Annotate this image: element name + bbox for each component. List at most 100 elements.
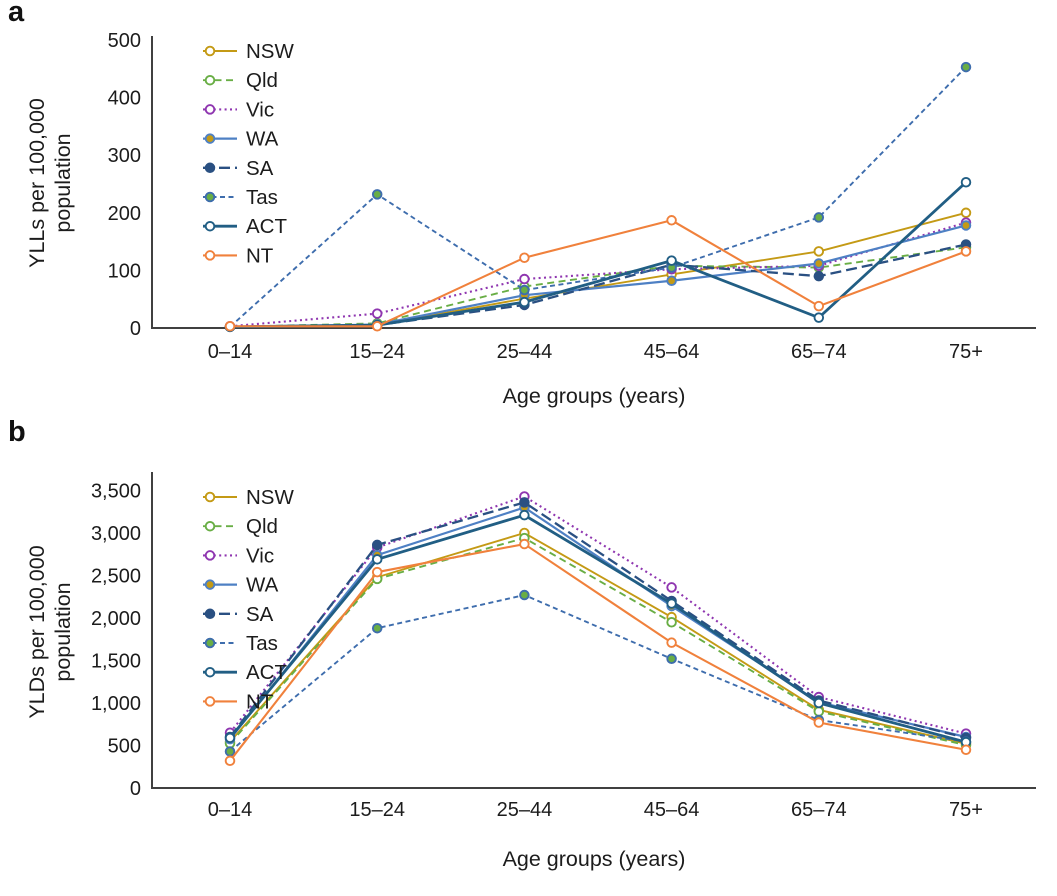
legend-swatch-marker bbox=[204, 191, 216, 203]
legend-item-wa: WA bbox=[203, 574, 279, 597]
legend-item-wa: WA bbox=[203, 128, 279, 151]
series-tas-marker bbox=[519, 284, 530, 296]
y-tick-label: 200 bbox=[108, 203, 141, 225]
y-tick-label: 100 bbox=[108, 260, 141, 282]
legend-item-sa: SA bbox=[203, 603, 274, 626]
series-vic-marker bbox=[519, 273, 530, 285]
series-nt-marker bbox=[371, 566, 383, 578]
x-tick-label: 45–64 bbox=[644, 341, 700, 363]
series-nt-marker bbox=[813, 300, 825, 312]
x-tick-label: 45–64 bbox=[644, 799, 700, 821]
panel-a: a 0 100 200 300 400 500 0–14 15–24 25–44 45–64 65–… bbox=[0, 0, 1057, 420]
series-tas-marker bbox=[960, 61, 972, 73]
legend-item-nt: NT bbox=[203, 244, 274, 267]
x-tick-label: 25–44 bbox=[497, 799, 553, 821]
legend-swatch-marker bbox=[204, 162, 216, 174]
y-tick-label: 2,500 bbox=[91, 566, 141, 588]
legend-item-qld: Qld bbox=[203, 515, 278, 538]
series-qld-line bbox=[229, 537, 967, 747]
legend-item-tas: Tas bbox=[203, 632, 278, 655]
series-vic-marker bbox=[371, 308, 383, 319]
legend-item-sa: SA bbox=[203, 157, 274, 180]
series-vic-line bbox=[229, 495, 967, 735]
series-nt-marker bbox=[666, 637, 677, 648]
legend-swatch-marker bbox=[204, 666, 216, 678]
series-tas-line bbox=[229, 66, 967, 328]
series-vic-line bbox=[229, 221, 967, 328]
series-wa-marker bbox=[666, 275, 677, 287]
x-tick-label: 65–74 bbox=[791, 799, 847, 821]
legend-swatch-marker bbox=[204, 250, 216, 261]
legend-label: ACT bbox=[246, 215, 287, 238]
legend-label: Tas bbox=[246, 186, 278, 209]
series-qld-line bbox=[229, 246, 967, 328]
y-tick-label: 0 bbox=[130, 778, 141, 800]
legend-label: ACT bbox=[246, 661, 287, 684]
legend-swatch-marker bbox=[204, 520, 216, 532]
legend-swatch-marker bbox=[204, 104, 216, 115]
legend-label: SA bbox=[246, 157, 274, 180]
series-tas-marker bbox=[371, 189, 383, 200]
y-axis-title-line2: population bbox=[51, 582, 75, 681]
legend-item-vic: Vic bbox=[203, 544, 274, 567]
legend-label: NSW bbox=[246, 486, 294, 509]
y-tick-label: 0 bbox=[130, 318, 141, 340]
legend-label: WA bbox=[246, 128, 279, 151]
panel-b: b 0 500 1,000 1,500 2,000 2,500 3,000 3,500 0–14… bbox=[0, 416, 1057, 896]
series-nt-marker bbox=[960, 246, 972, 257]
legend-item-nsw: NSW bbox=[203, 486, 294, 509]
series-wa-marker bbox=[960, 220, 972, 231]
legend-swatch-marker bbox=[204, 491, 216, 503]
series-nsw-line bbox=[229, 211, 967, 328]
series-tas-marker bbox=[666, 653, 677, 665]
series-act-marker bbox=[666, 255, 677, 266]
legend-item-qld: Qld bbox=[203, 69, 278, 92]
legend-label: Vic bbox=[246, 544, 274, 567]
series-nt-marker bbox=[519, 252, 530, 263]
series-act-marker bbox=[224, 732, 236, 744]
series-sa-marker bbox=[371, 539, 383, 551]
x-tick-label: 25–44 bbox=[497, 341, 553, 363]
y-axis-title-line1: YLLs per 100,000 bbox=[25, 98, 49, 268]
series-act-marker bbox=[666, 598, 677, 609]
legend-label: Vic bbox=[246, 98, 274, 121]
series-nt-marker bbox=[224, 321, 236, 332]
series-qld-marker bbox=[666, 616, 677, 628]
y-tick-label: 400 bbox=[108, 88, 141, 110]
legend-label: Qld bbox=[246, 515, 278, 538]
legend-swatch-marker bbox=[204, 637, 216, 649]
panel-a-label: a bbox=[8, 0, 25, 28]
legend-swatch-marker bbox=[204, 74, 216, 86]
series-act-marker bbox=[371, 554, 383, 565]
series-sa-marker bbox=[813, 270, 825, 282]
legend-swatch-marker bbox=[204, 696, 216, 707]
series-act-line bbox=[228, 513, 967, 744]
legend-swatch-marker bbox=[204, 220, 216, 232]
series-act-marker bbox=[519, 296, 530, 308]
legend-swatch-marker bbox=[204, 133, 216, 144]
y-tick-label: 1,500 bbox=[91, 651, 141, 673]
series-act-marker bbox=[813, 697, 825, 709]
legend-item-nsw: NSW bbox=[203, 40, 294, 63]
x-tick-label: 0–14 bbox=[208, 799, 253, 821]
y-tick-label: 500 bbox=[108, 30, 141, 52]
series-wa-line bbox=[229, 506, 967, 740]
series-nt-marker bbox=[371, 321, 383, 332]
series-tas-marker bbox=[224, 746, 236, 757]
legend-label: Qld bbox=[246, 69, 278, 92]
series-nsw-marker bbox=[960, 207, 972, 219]
ylds-line-chart: 0 500 1,000 1,500 2,000 2,500 3,000 3,500 0–14 15… bbox=[25, 472, 1036, 871]
series-vic-marker bbox=[666, 582, 677, 593]
legend-item-act: ACT bbox=[203, 215, 287, 238]
series-nt-line bbox=[230, 219, 967, 328]
legend-label: SA bbox=[246, 603, 274, 626]
series-sa-marker bbox=[519, 497, 530, 508]
series-nt-marker bbox=[813, 717, 825, 728]
legend-swatch-marker bbox=[204, 550, 216, 561]
x-tick-label: 75+ bbox=[949, 799, 983, 821]
x-tick-label: 0–14 bbox=[208, 341, 253, 363]
x-tick-label: 15–24 bbox=[349, 341, 405, 363]
series-nt-marker bbox=[960, 744, 972, 756]
series-tas-marker bbox=[371, 622, 383, 634]
